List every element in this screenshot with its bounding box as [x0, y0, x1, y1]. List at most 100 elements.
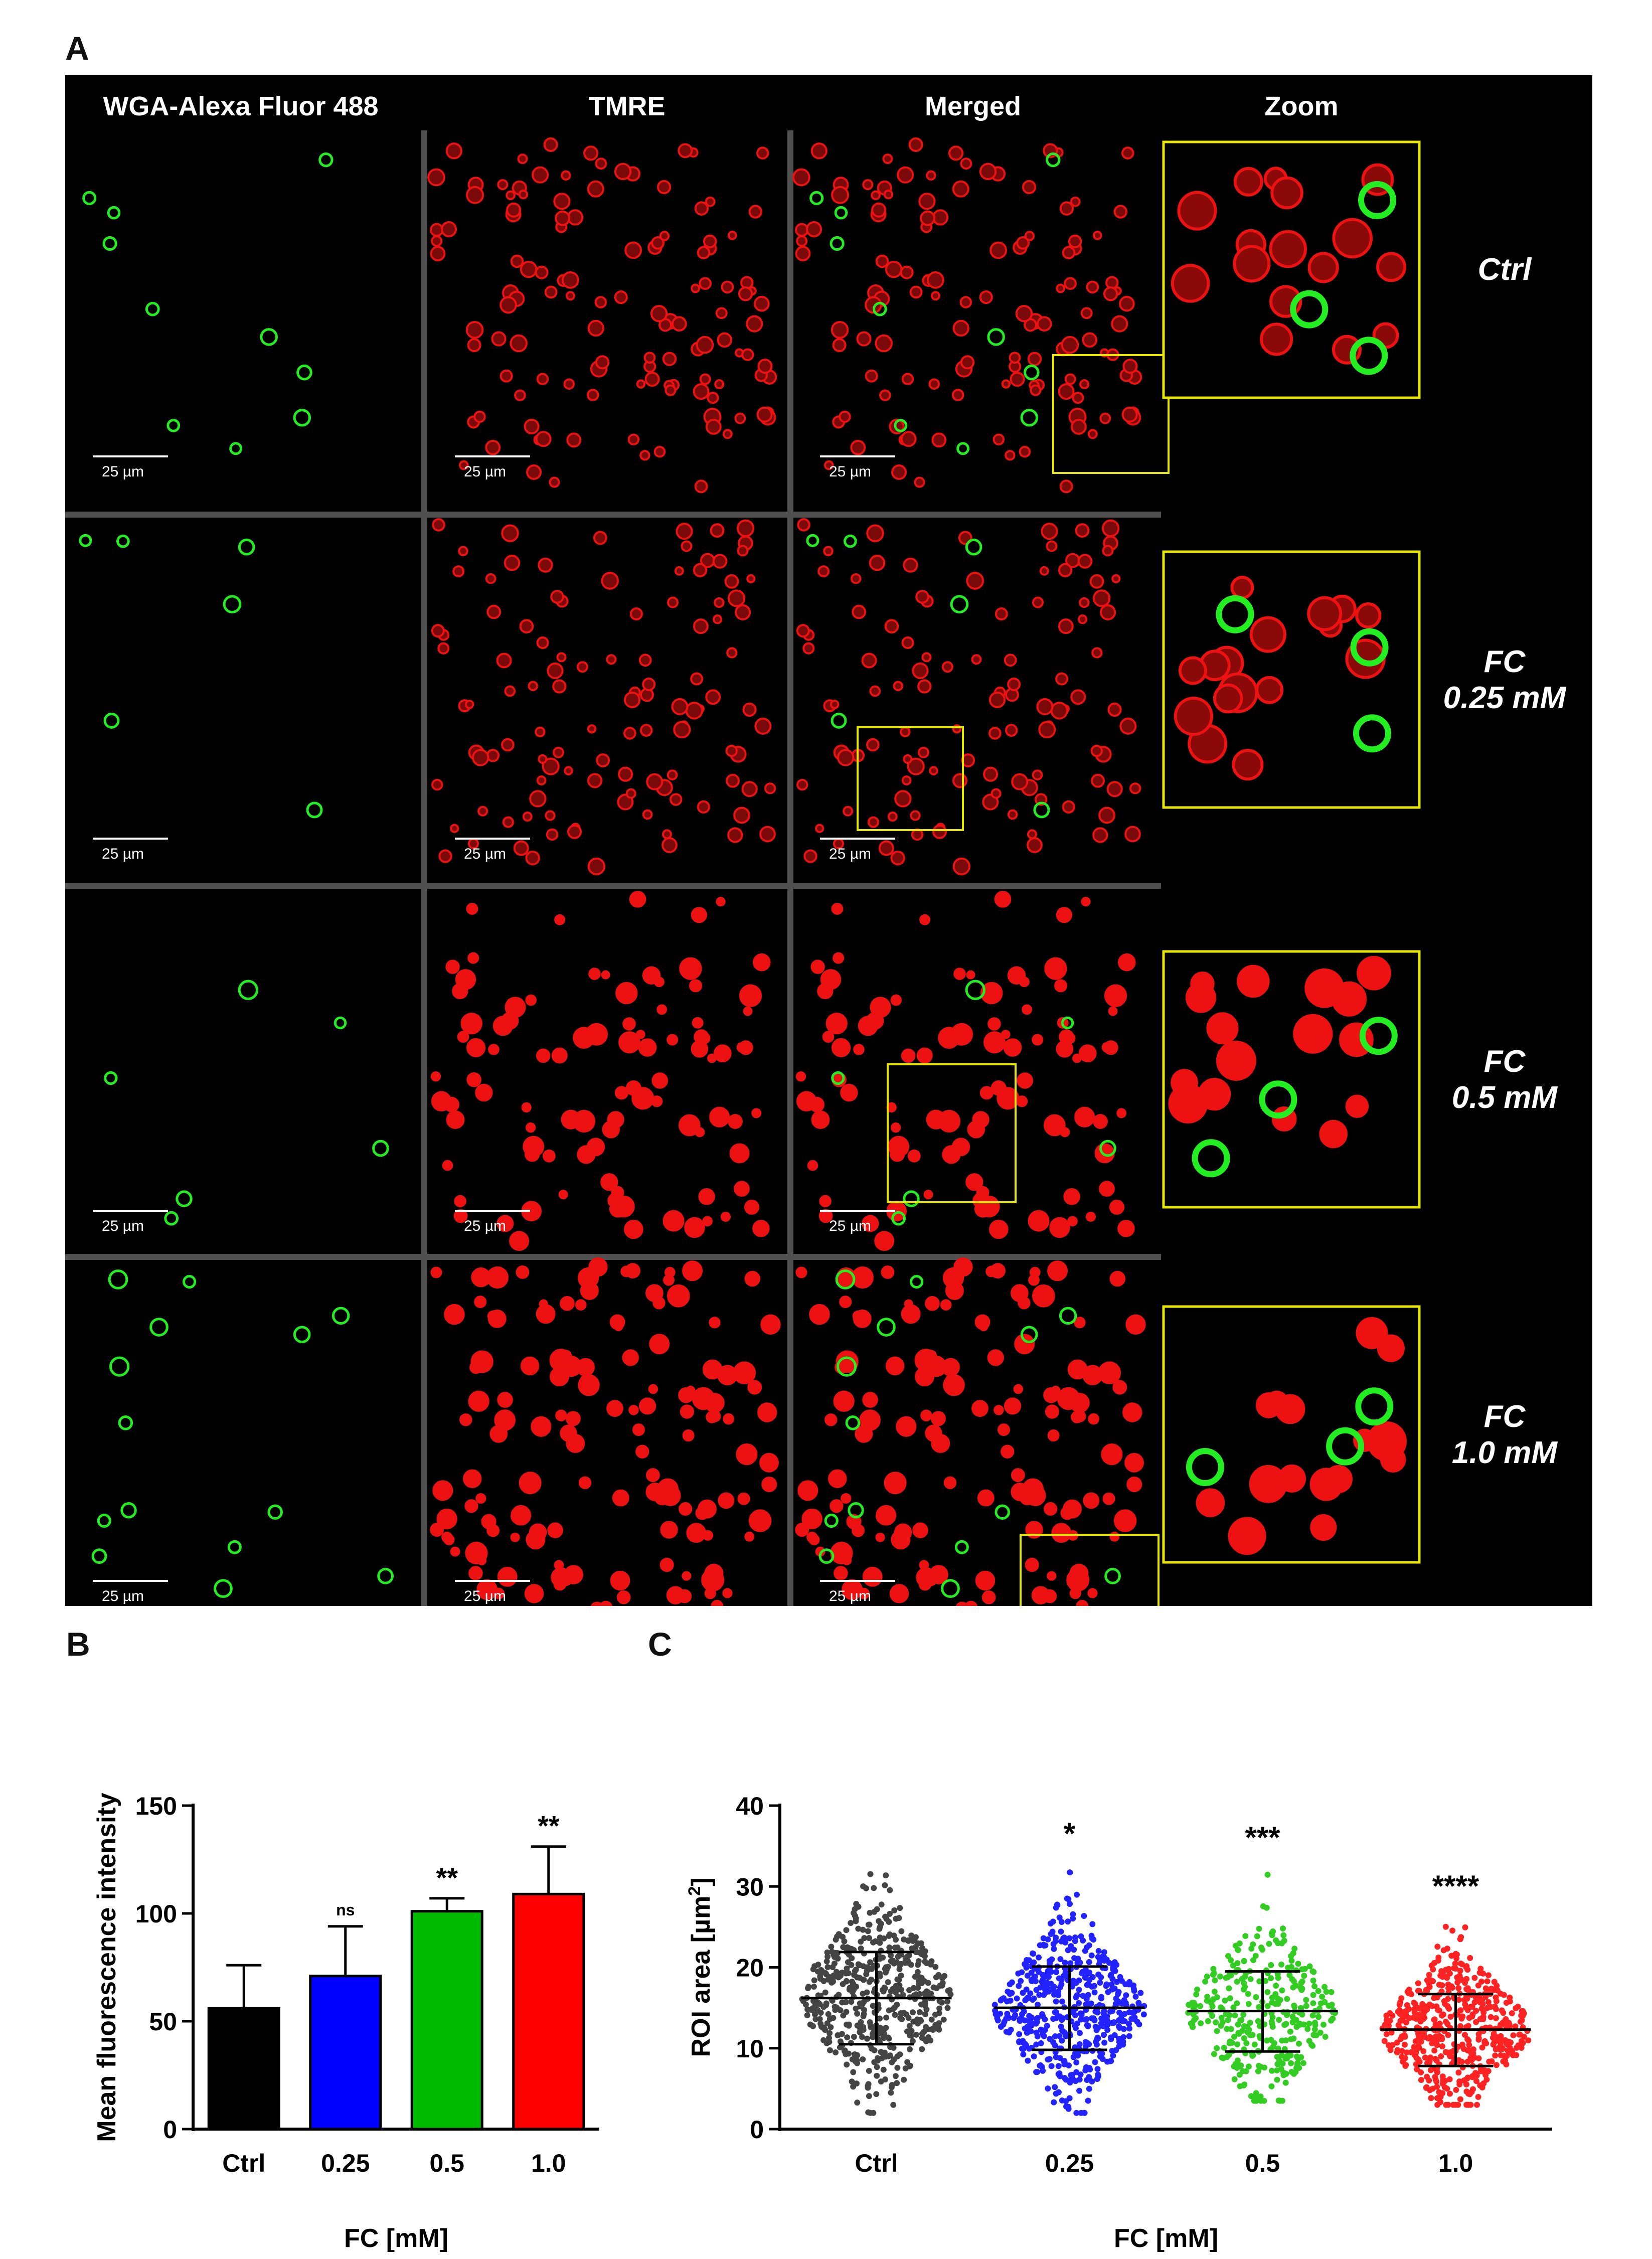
data-point [1492, 2003, 1498, 2010]
tmre-cell [653, 445, 666, 458]
data-point [1401, 2041, 1408, 2048]
data-point [924, 1989, 931, 1995]
data-point [1284, 2055, 1290, 2061]
tmre-cell [742, 702, 757, 717]
data-point [878, 1901, 885, 1908]
data-point [1321, 1999, 1328, 2005]
tmre-cell [465, 1541, 488, 1565]
data-point [1291, 2003, 1298, 2010]
data-point [1492, 2052, 1499, 2059]
tmre-cell [1071, 419, 1087, 435]
zoom-tmre-cell [1228, 1517, 1266, 1555]
tmre-cell [862, 1215, 879, 1232]
tmre-cell [695, 1127, 705, 1138]
data-point [1510, 2032, 1517, 2039]
data-point [1525, 2037, 1532, 2044]
data-point [1287, 2028, 1293, 2035]
data-point [1228, 1972, 1234, 1979]
tmre-cell [908, 137, 923, 152]
data-point [1194, 1986, 1201, 1993]
data-point [893, 1937, 899, 1943]
scale-bar-label: 25 µm [102, 1588, 144, 1604]
tmre-cell [587, 180, 604, 198]
tmre-cell [623, 727, 636, 740]
tmre-cell [738, 286, 753, 301]
bar [410, 1910, 483, 2131]
data-point [1009, 1979, 1015, 1986]
data-point [890, 2102, 897, 2108]
tmre-cell [645, 1468, 660, 1482]
data-point [1107, 2008, 1113, 2015]
data-point [1111, 1967, 1118, 1973]
data-point [1232, 2012, 1238, 2019]
tmre-cell [705, 196, 716, 207]
tmre-cell [431, 624, 445, 638]
tmre-cell [705, 689, 721, 705]
tmre-cell [831, 902, 844, 915]
wga-cell [835, 1269, 856, 1289]
separator-vertical [421, 130, 427, 1606]
tmre-cell [987, 1349, 1004, 1366]
tmre-cell [748, 205, 763, 219]
tmre-cell [502, 816, 514, 828]
tmre-cell [686, 1523, 707, 1543]
data-point [844, 1965, 850, 1972]
tmre-cell [866, 1012, 884, 1030]
tmre-cell [833, 952, 845, 964]
wga-cell [1059, 1307, 1077, 1325]
data-point [1501, 2052, 1507, 2059]
data-point [916, 2018, 923, 2025]
tmre-cell [802, 642, 815, 655]
data-point [1445, 1985, 1452, 1991]
wga-cell [956, 442, 969, 455]
data-point [882, 2053, 889, 2060]
tmre-cell [1047, 1260, 1068, 1281]
wga-cell [954, 1540, 969, 1554]
tmre-cell [667, 1034, 679, 1046]
wga-cell [903, 1190, 920, 1207]
data-point [902, 1960, 909, 1966]
tmre-cell [550, 590, 564, 604]
tmre-cell [660, 1521, 678, 1539]
wga-cell [818, 1548, 835, 1564]
tmre-cell [738, 1040, 753, 1055]
data-point [1475, 2035, 1482, 2041]
data-point [1003, 2028, 1010, 2035]
data-point [922, 2011, 928, 2018]
tmre-cell [900, 726, 911, 738]
data-point [1062, 1973, 1069, 1979]
tmre-cell [1087, 429, 1098, 439]
data-point [1235, 1947, 1241, 1954]
data-point [855, 1925, 862, 1932]
data-point [1254, 1933, 1260, 1940]
data-point [861, 1999, 867, 2005]
tmre-cell [517, 153, 528, 165]
tmre-cell [1047, 1571, 1057, 1581]
data-point [1474, 2102, 1480, 2108]
data-point [1457, 2007, 1464, 2014]
tmre-cell [1100, 604, 1116, 620]
tmre-cell [501, 524, 519, 542]
tmre-cell [536, 373, 549, 385]
tmre-cell [912, 1522, 928, 1538]
data-point [1241, 1986, 1247, 1993]
data-point [1428, 1962, 1435, 1969]
tmre-cell [543, 137, 558, 152]
tmre-cell [583, 145, 599, 161]
tmre-cell [685, 702, 704, 720]
wga-cell [238, 980, 259, 1001]
tmre-cell [463, 1469, 482, 1489]
data-point [865, 2084, 871, 2091]
tmre-cell [1124, 826, 1141, 843]
tmre-cell [494, 1409, 516, 1431]
data-point [1515, 2003, 1521, 2010]
tmre-cell [890, 850, 905, 866]
tmre-cell [450, 824, 459, 833]
data-point [1303, 1997, 1309, 2003]
data-point [1034, 2069, 1041, 2075]
tmre-cell [923, 1190, 933, 1200]
tmre-cell [803, 849, 817, 863]
wga-cell [238, 538, 255, 556]
tmre-cell [676, 523, 693, 540]
data-point [1050, 1918, 1056, 1925]
